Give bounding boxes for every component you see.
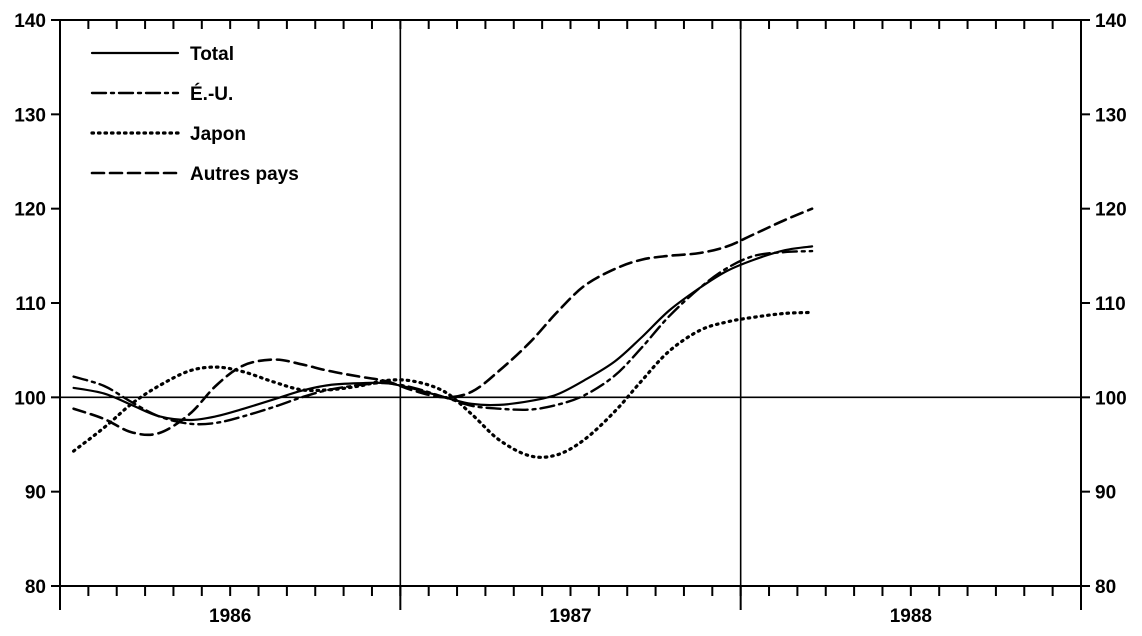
legend-label: É.-U. bbox=[190, 83, 233, 105]
y-tick-label-right: 120 bbox=[1095, 200, 1127, 221]
x-tick-label-year: 1988 bbox=[890, 606, 932, 627]
series-line-4 bbox=[72, 207, 814, 437]
y-tick-label-left: 100 bbox=[14, 388, 46, 409]
y-tick-label-right: 140 bbox=[1095, 11, 1127, 32]
y-tick-label-right: 80 bbox=[1095, 577, 1116, 598]
y-tick-label-left: 130 bbox=[14, 105, 46, 126]
y-tick-label-right: 130 bbox=[1095, 105, 1127, 126]
x-tick-label-year: 1986 bbox=[209, 606, 251, 627]
series-line-3 bbox=[72, 310, 814, 459]
y-tick-label-left: 110 bbox=[15, 294, 46, 315]
y-tick-label-left: 90 bbox=[25, 483, 46, 504]
legend-label: Total bbox=[190, 44, 234, 65]
x-tick-label-year: 1987 bbox=[549, 606, 591, 627]
y-tick-label-left: 140 bbox=[14, 11, 46, 32]
y-tick-label-left: 120 bbox=[14, 200, 46, 221]
legend-label: Autres pays bbox=[190, 164, 299, 185]
y-tick-label-right: 90 bbox=[1095, 483, 1116, 504]
y-tick-label-left: 80 bbox=[25, 577, 46, 598]
legend-label: Japon bbox=[190, 124, 246, 145]
series-line-1 bbox=[72, 245, 814, 422]
series-lines bbox=[72, 207, 814, 459]
y-tick-label-right: 110 bbox=[1095, 294, 1126, 315]
axis-ticks: 80 80 90 90 100 100 110 110 120 120 130 130 140 140 19… bbox=[14, 11, 1126, 627]
legend: Total É.-U. Japon Autres pays bbox=[90, 44, 299, 185]
y-tick-label-right: 100 bbox=[1095, 388, 1127, 409]
